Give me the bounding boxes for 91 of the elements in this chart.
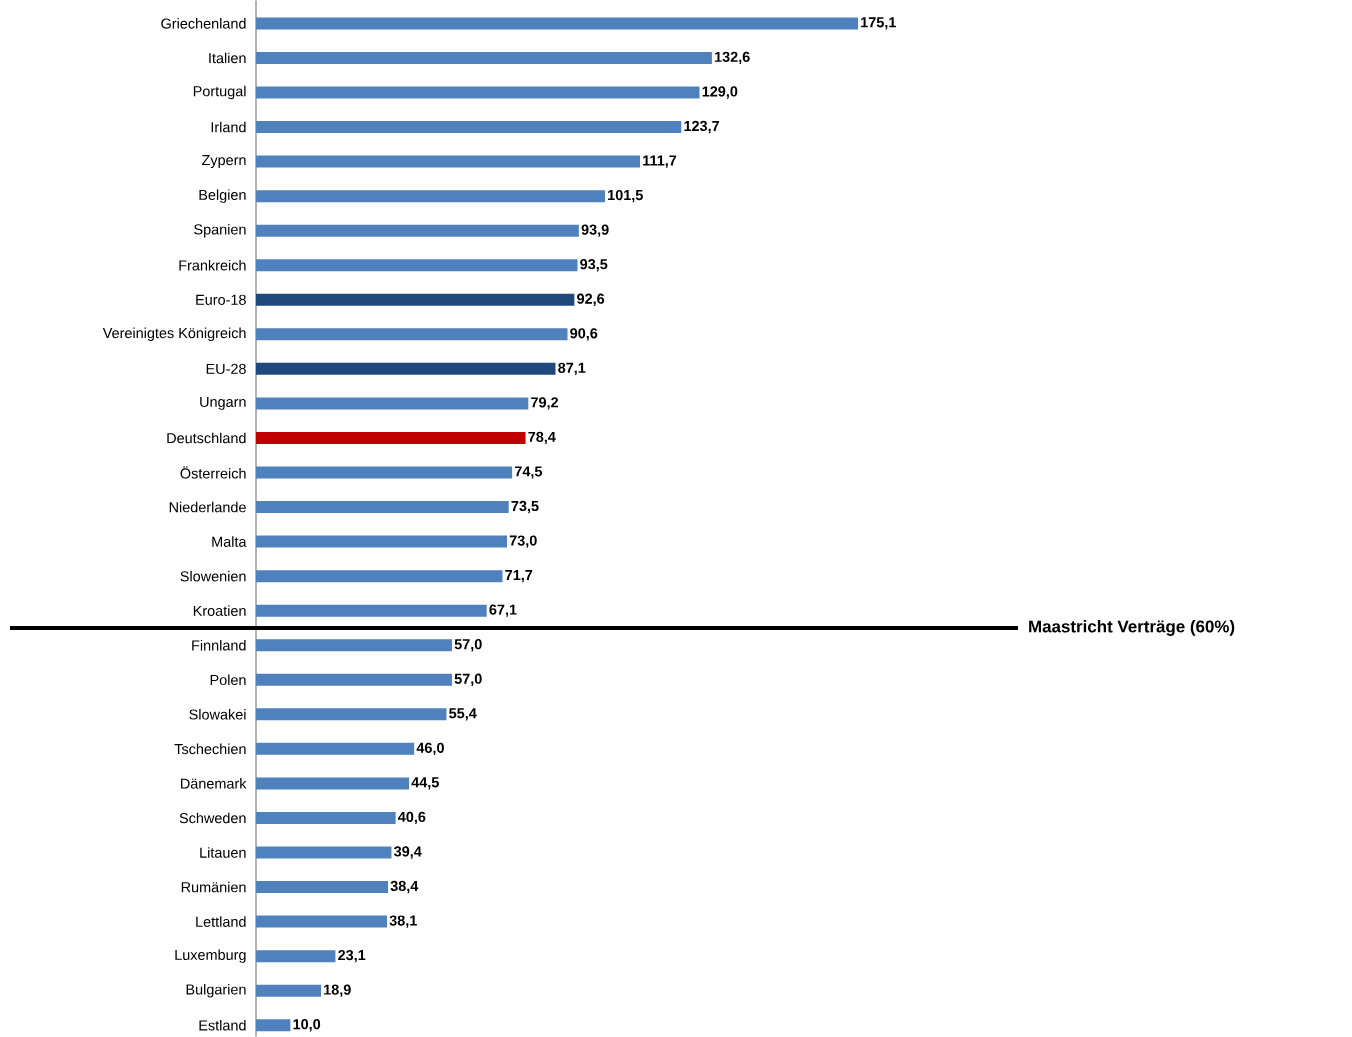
y-tick-label: Irland xyxy=(211,121,246,133)
bar xyxy=(256,777,409,790)
bar xyxy=(256,570,503,583)
data-label: 93,5 xyxy=(580,258,608,272)
bar xyxy=(256,811,396,824)
y-tick-label: Polen xyxy=(210,674,246,685)
bar xyxy=(256,880,389,893)
bar xyxy=(256,120,682,133)
data-label: 23,1 xyxy=(338,949,366,963)
text: Maastricht Verträge (60%) xyxy=(1029,619,1235,636)
data-label: 10,0 xyxy=(293,1018,321,1032)
y-tick-label: Griechenland xyxy=(161,18,246,29)
data-label: 44,5 xyxy=(411,777,439,790)
bar xyxy=(256,328,568,341)
bar xyxy=(256,86,700,99)
data-label: 71,7 xyxy=(505,569,533,583)
y-tick-label: Estland xyxy=(199,1019,246,1031)
y-tick-label: Dänemark xyxy=(181,778,247,789)
bar xyxy=(256,466,513,479)
bar xyxy=(256,604,487,617)
y-tick-label: Lettland xyxy=(196,916,246,927)
data-label: 67,1 xyxy=(489,604,517,617)
data-label: 55,4 xyxy=(449,708,477,721)
y-tick-label: EU-28 xyxy=(206,363,246,374)
y-tick-label: Portugal xyxy=(193,85,246,100)
data-label: 18,9 xyxy=(324,984,351,997)
bar xyxy=(256,673,452,686)
y-tick-label: Ungarn xyxy=(200,396,246,410)
y-tick-label: Tschechien xyxy=(174,743,246,755)
y-tick-label: Rumänien xyxy=(181,881,246,893)
data-label: 46,0 xyxy=(416,742,444,755)
bar xyxy=(256,224,579,237)
y-tick-label: Deutschland xyxy=(167,432,246,444)
bar xyxy=(256,500,509,513)
bar xyxy=(256,535,507,548)
data-label: 78,4 xyxy=(528,431,556,445)
y-tick-label: Bulgarien xyxy=(186,983,246,998)
y-tick-label: Finnland xyxy=(192,639,246,651)
bar xyxy=(256,17,859,30)
bar xyxy=(256,708,447,721)
data-label: 93,9 xyxy=(581,224,609,237)
data-label: 79,2 xyxy=(531,397,559,410)
y-tick-label: Malta xyxy=(212,536,247,547)
y-tick-label: Belgien xyxy=(199,189,246,203)
y-tick-label: Zypern xyxy=(201,155,246,168)
data-label: 73,5 xyxy=(511,500,539,514)
data-label: 175,1 xyxy=(861,17,896,30)
y-tick-label: Litauen xyxy=(200,847,246,858)
data-label: 129,0 xyxy=(702,86,738,99)
y-tick-label: Luxemburg xyxy=(175,949,246,963)
bar xyxy=(256,639,452,652)
y-tick-label: Euro-18 xyxy=(196,294,246,305)
bar xyxy=(256,915,387,928)
bar xyxy=(256,362,556,375)
y-tick-label: Österreich xyxy=(180,466,246,479)
bar xyxy=(256,984,321,997)
y-tick-label: Vereinigtes Königreich xyxy=(102,327,246,341)
bar xyxy=(256,155,641,168)
data-label: 123,7 xyxy=(684,120,720,134)
data-label: 38,1 xyxy=(389,915,417,928)
y-tick-label: Niederlande xyxy=(169,501,246,513)
y-tick-label: Slowenien xyxy=(180,570,246,582)
bar xyxy=(256,293,575,306)
data-label: 38,4 xyxy=(390,880,419,894)
y-tick-label: Kroatien xyxy=(193,605,246,616)
data-label: 92,6 xyxy=(577,293,605,306)
data-label: 90,6 xyxy=(570,328,598,341)
data-label: 132,6 xyxy=(715,51,750,65)
data-label: 39,4 xyxy=(393,846,422,859)
data-label: 40,6 xyxy=(398,811,426,825)
data-label: 57,0 xyxy=(454,638,482,652)
data-label: 101,5 xyxy=(608,189,643,203)
bar xyxy=(256,431,526,444)
y-tick-label: Italien xyxy=(209,52,246,64)
bar xyxy=(256,397,529,410)
bar xyxy=(256,950,336,963)
bar xyxy=(256,1019,291,1032)
y-tick-label: Frankreich xyxy=(179,259,246,271)
y-tick-label: Spanien xyxy=(194,223,246,238)
y-tick-label: Schweden xyxy=(179,812,246,824)
data-label: 111,7 xyxy=(643,155,677,168)
bar xyxy=(256,259,578,272)
data-label: 73,0 xyxy=(509,535,537,548)
bar xyxy=(256,742,415,755)
data-label: 74,5 xyxy=(514,466,543,479)
data-label: 87,1 xyxy=(558,362,586,375)
bar xyxy=(256,846,392,859)
data-label: 57,0 xyxy=(454,673,482,686)
bar xyxy=(256,190,605,203)
bar xyxy=(256,51,712,64)
y-tick-label: Slowakei xyxy=(189,708,246,720)
